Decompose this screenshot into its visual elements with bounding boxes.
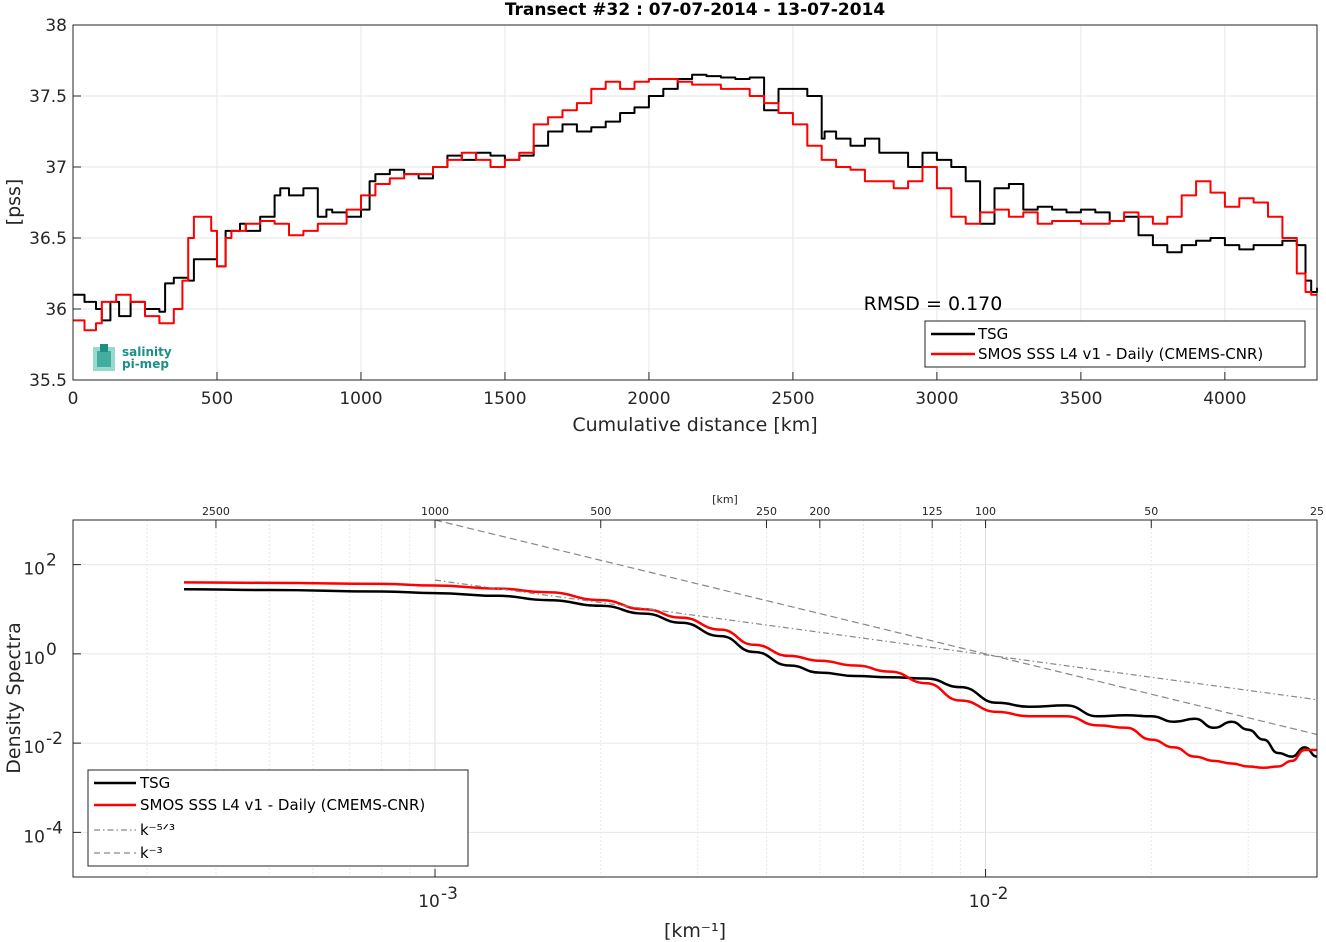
x-tick-label: 500 bbox=[201, 389, 233, 409]
series-line-smos-sss-l4-v1-daily-cmems-cnr bbox=[183, 581, 1317, 770]
top-tick-label: 100 bbox=[975, 505, 996, 518]
logo-line2: pi-mep bbox=[122, 357, 169, 371]
top-tick-label: 50 bbox=[1144, 505, 1158, 518]
salinity-pi-mep-logo: salinity pi-mep bbox=[93, 344, 172, 371]
top-tick-label: 250 bbox=[756, 505, 777, 518]
x-tick-label-exponent: -3 bbox=[441, 884, 458, 904]
y-tick-label: 36 bbox=[45, 300, 67, 320]
x-tick-label: 2000 bbox=[627, 389, 670, 409]
top-tick-label: 125 bbox=[922, 505, 943, 518]
x-tick-labels: 10 -3 10 -2 bbox=[418, 884, 1008, 912]
legend-box bbox=[87, 769, 469, 867]
x-tick-label: 3000 bbox=[915, 389, 958, 409]
x-tick-label: 3500 bbox=[1059, 389, 1102, 409]
top-tick-label: 2500 bbox=[202, 505, 230, 518]
x-tick-label: 0 bbox=[68, 389, 79, 409]
rmsd-annotation: RMSD = 0.170 bbox=[864, 293, 1003, 315]
y-tick-label-exponent: -2 bbox=[46, 729, 63, 749]
logo-line1: salinity bbox=[122, 345, 172, 359]
series-line-smos-sss-l4-v1-daily-cmems-cnr bbox=[73, 78, 1317, 332]
y-tick-label: 38 bbox=[45, 16, 67, 36]
legend-label-tsg: TSG bbox=[139, 774, 170, 792]
y-tick-label: 35.5 bbox=[29, 371, 67, 391]
legend-label-k53: k⁻⁵ᐟ³ bbox=[140, 821, 175, 839]
y-tick-label: 10 bbox=[23, 738, 45, 758]
logo-icon bbox=[93, 344, 115, 371]
legend: TSG SMOS SSS L4 v1 - Daily (CMEMS-CNR) k… bbox=[87, 769, 469, 867]
top-tick-label: 25 bbox=[1310, 505, 1324, 518]
y-tick-label: 36.5 bbox=[29, 229, 67, 249]
x-tick-label: 10 bbox=[969, 892, 991, 912]
legend-label-smos: SMOS SSS L4 v1 - Daily (CMEMS-CNR) bbox=[140, 796, 425, 814]
y-tick-label: 37 bbox=[45, 158, 67, 178]
series-line-slope-dashdot bbox=[434, 579, 1318, 701]
legend-box bbox=[924, 320, 1306, 368]
legend-label-tsg: TSG bbox=[977, 325, 1008, 343]
y-tick-label: 10 bbox=[23, 560, 45, 580]
series-line-tsg bbox=[183, 588, 1318, 758]
x-tick-labels: 0 500 1000 1500 2000 2500 3000 3500 4000 bbox=[68, 389, 1247, 409]
x-tick-label: 2500 bbox=[771, 389, 814, 409]
x-tick-label: 1500 bbox=[483, 389, 526, 409]
top-tick-label: 200 bbox=[809, 505, 830, 518]
legend: TSG SMOS SSS L4 v1 - Daily (CMEMS-CNR) bbox=[924, 320, 1306, 368]
plot-frame bbox=[72, 519, 1318, 878]
series-line-slope-dashed bbox=[434, 519, 1318, 736]
x-tick-label: 4000 bbox=[1203, 389, 1246, 409]
x-axis-label: Cumulative distance [km] bbox=[572, 414, 817, 436]
y-axis-label: [pss] bbox=[3, 179, 25, 226]
legend-label-k3: k⁻³ bbox=[140, 844, 163, 862]
top-tick-label: 500 bbox=[590, 505, 611, 518]
series-line-tsg bbox=[73, 73, 1318, 322]
x-tick-label: 1000 bbox=[339, 389, 382, 409]
y-tick-label-exponent: 0 bbox=[46, 640, 57, 660]
y-tick-label: 10 bbox=[23, 649, 45, 669]
x-tick-label-exponent: -2 bbox=[992, 884, 1009, 904]
top-tick-label: 1000 bbox=[421, 505, 449, 518]
y-tick-label: 37.5 bbox=[29, 87, 67, 107]
y-axis-label: Density Spectra bbox=[3, 622, 25, 773]
top-km-tick-labels: 2500 1000 500 250 200 125 100 50 25 bbox=[202, 505, 1324, 518]
series-group bbox=[73, 73, 1318, 332]
y-tick-labels: 35.5 36 36.5 37 37.5 38 bbox=[29, 16, 67, 391]
y-tick-label-exponent: 2 bbox=[46, 551, 57, 571]
y-tick-label: 10 bbox=[23, 827, 45, 847]
plot-frame bbox=[72, 24, 1318, 381]
y-tick-label-exponent: -4 bbox=[46, 818, 63, 838]
x-tick-label: 10 bbox=[418, 892, 440, 912]
legend-label-smos: SMOS SSS L4 v1 - Daily (CMEMS-CNR) bbox=[978, 345, 1263, 363]
chart-title: Transect #32 : 07-07-2014 - 13-07-2014 bbox=[505, 0, 886, 20]
series-group bbox=[183, 519, 1318, 770]
top-axis-label: [km] bbox=[712, 493, 738, 506]
salinity-transect-chart: Transect #32 : 07-07-2014 - 13-07-2014 0… bbox=[3, 0, 1318, 436]
x-axis-label: [km⁻¹] bbox=[664, 920, 726, 942]
